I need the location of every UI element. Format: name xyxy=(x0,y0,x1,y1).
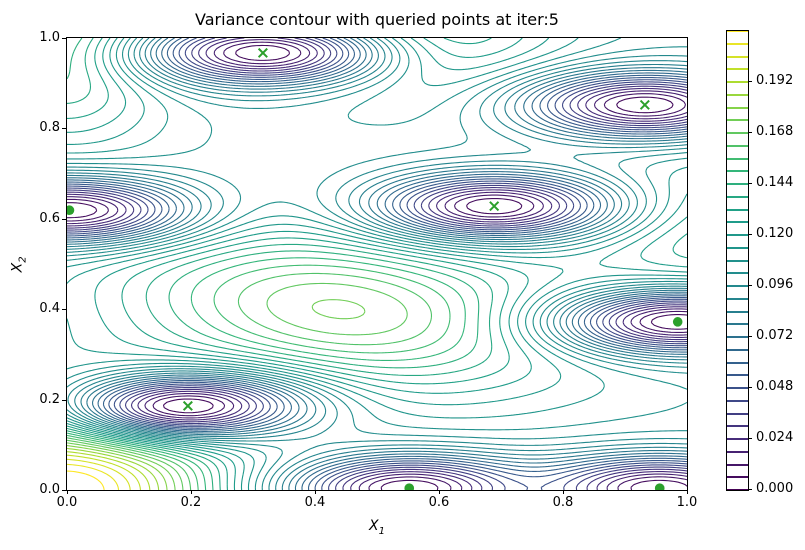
colorbar-level-line xyxy=(727,221,748,224)
colorbar-tick-mark xyxy=(748,285,752,286)
colorbar-level-line xyxy=(727,489,748,490)
colorbar-tick-mark xyxy=(748,81,752,82)
plot-area xyxy=(66,37,688,491)
colorbar-level-line xyxy=(727,438,748,440)
colorbar-level-line xyxy=(727,463,748,466)
colorbar-tick-label: 0.072 xyxy=(756,328,794,343)
colorbar-tick-label: 0.048 xyxy=(756,379,794,394)
colorbar-level-line xyxy=(727,31,748,32)
x-tick-mark xyxy=(191,490,192,494)
y-tick-label: 0.8 xyxy=(39,120,60,136)
colorbar-level-line xyxy=(727,297,748,300)
colorbar-level-line xyxy=(727,374,748,377)
colorbar-level-line xyxy=(727,412,748,415)
x-tick-mark xyxy=(563,490,564,494)
colorbar-level-line xyxy=(727,450,748,453)
y-tick-mark xyxy=(62,128,66,130)
colorbar-tick-label: 0.192 xyxy=(756,73,794,88)
colorbar-tick-label: 0.024 xyxy=(756,430,794,445)
y-tick-label: 0.2 xyxy=(39,391,60,407)
colorbar-level-line xyxy=(727,361,748,364)
colorbar-level-line xyxy=(727,272,748,275)
colorbar-tick-mark xyxy=(748,234,752,235)
colorbar-level-line xyxy=(727,285,748,287)
colorbar-level-line xyxy=(727,399,748,402)
y-tick-mark xyxy=(62,309,66,311)
colorbar-level-line xyxy=(727,323,748,326)
colorbar-tick-mark xyxy=(748,387,752,388)
colorbar-level-line xyxy=(727,195,748,198)
colorbar-level-line xyxy=(727,81,748,83)
colorbar-level-line xyxy=(727,387,748,389)
colorbar-level-line xyxy=(727,234,748,236)
x-tick-label: 0.0 xyxy=(56,495,78,510)
colorbar-tick-label: 0.144 xyxy=(756,175,794,190)
y-tick-mark xyxy=(62,490,66,491)
colorbar-tick-label: 0.168 xyxy=(756,124,794,139)
x-tick-mark xyxy=(687,490,688,494)
colorbar-level-line xyxy=(727,55,748,58)
colorbar-tick-mark xyxy=(748,438,752,439)
y-tick-label: 0.0 xyxy=(39,482,60,497)
colorbar-tick-mark xyxy=(748,132,752,133)
y-tick-mark xyxy=(62,38,66,39)
colorbar-tick-label: 0.000 xyxy=(756,481,794,496)
colorbar-level-line xyxy=(727,183,748,185)
colorbar-level-line xyxy=(727,208,748,211)
colorbar-level-line xyxy=(727,68,748,71)
colorbar-level-line xyxy=(727,170,748,173)
colorbar xyxy=(726,30,749,491)
x-tick-mark xyxy=(439,490,440,494)
colorbar-level-line xyxy=(727,144,748,147)
x-axis-label: X1 xyxy=(369,518,385,537)
colorbar-level-line xyxy=(727,348,748,351)
x-tick-label: 0.8 xyxy=(552,495,574,510)
colorbar-level-line xyxy=(727,42,748,45)
contour-canvas xyxy=(67,38,687,490)
colorbar-level-line xyxy=(727,246,748,249)
colorbar-tick-label: 0.096 xyxy=(756,277,794,292)
x-tick-mark xyxy=(315,490,316,494)
y-tick-mark xyxy=(62,399,66,401)
y-axis-label: X2 xyxy=(9,256,29,273)
colorbar-level-line xyxy=(727,425,748,428)
colorbar-tick-mark xyxy=(748,183,752,184)
colorbar-level-line xyxy=(727,93,748,96)
y-tick-label: 0.6 xyxy=(39,210,60,226)
colorbar-level-line xyxy=(727,119,748,122)
x-tick-label: 1.0 xyxy=(676,495,698,510)
x-tick-label: 0.4 xyxy=(304,495,326,510)
y-tick-label: 1.0 xyxy=(39,30,60,45)
colorbar-tick-mark xyxy=(748,489,752,490)
colorbar-level-line xyxy=(727,157,748,160)
y-tick-mark xyxy=(62,218,66,220)
x-tick-label: 0.2 xyxy=(180,495,202,510)
colorbar-level-line xyxy=(727,106,748,109)
colorbar-level-line xyxy=(727,336,748,338)
y-tick-label: 0.4 xyxy=(39,301,60,317)
colorbar-level-line xyxy=(727,310,748,313)
chart-title: Variance contour with queried points at … xyxy=(195,10,559,29)
colorbar-tick-mark xyxy=(748,336,752,337)
colorbar-level-line xyxy=(727,476,748,479)
x-tick-mark xyxy=(67,490,68,494)
x-tick-label: 0.6 xyxy=(428,495,450,510)
colorbar-tick-label: 0.120 xyxy=(756,226,794,241)
colorbar-level-line xyxy=(727,259,748,262)
colorbar-level-line xyxy=(727,132,748,134)
